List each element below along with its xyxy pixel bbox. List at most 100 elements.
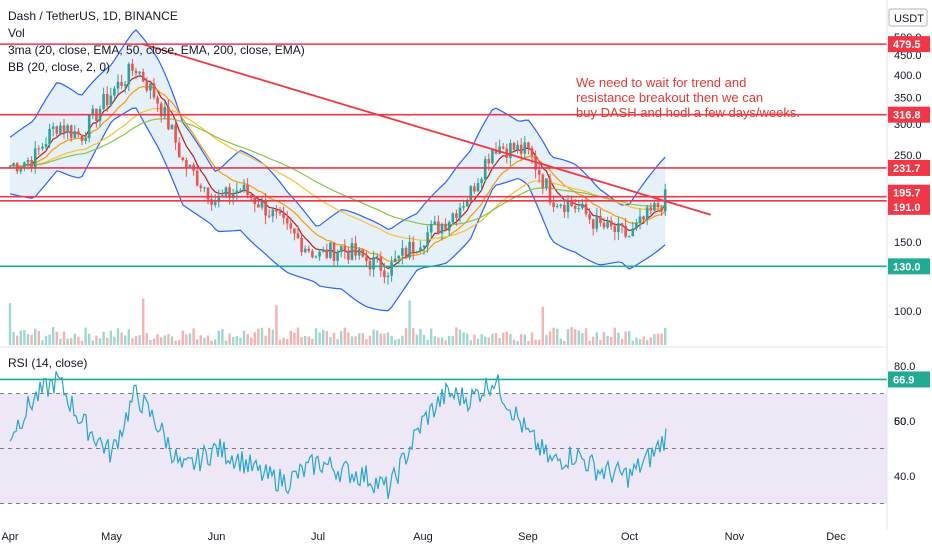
candle-body [170, 125, 174, 130]
volume-bar [491, 333, 494, 345]
candle-body [624, 225, 627, 237]
volume-bar [311, 338, 314, 345]
candle-body [541, 174, 545, 188]
candle-body [275, 209, 278, 212]
volume-bar [307, 336, 310, 345]
candle-body [325, 249, 329, 258]
volume-bar [62, 331, 66, 345]
time-tick-label: Apr [1, 531, 18, 543]
ema-long-line [9, 117, 666, 226]
volume-bar [437, 337, 440, 345]
candle-body [66, 125, 69, 133]
candle-body [271, 209, 275, 217]
candle-body [440, 223, 444, 234]
volume-bar [620, 338, 624, 345]
time-tick-label: Nov [725, 531, 745, 543]
volume-bar [142, 298, 145, 345]
candle-body [408, 241, 411, 258]
volume-bar [631, 340, 634, 345]
volume-bar [73, 333, 76, 345]
volume-bar [347, 332, 350, 345]
rsi-band-group [0, 393, 887, 504]
candle-body [188, 164, 192, 168]
candle-body [91, 108, 95, 115]
volume-bar [599, 340, 602, 345]
vol-legend[interactable]: Vol [8, 26, 25, 40]
candle-body [257, 204, 260, 208]
price-tick-label: 250.0 [894, 150, 922, 162]
volume-bar [253, 332, 256, 345]
candle-body [498, 146, 501, 154]
candle-body [455, 213, 458, 218]
volume-bar [246, 334, 249, 345]
candlestick-group [8, 58, 667, 285]
volume-bar [487, 337, 490, 345]
volume-bar [559, 338, 562, 345]
volume-bar [523, 334, 526, 345]
candle-body [429, 224, 433, 233]
candle-body [177, 142, 181, 158]
volume-bar [408, 300, 411, 345]
price-tag [888, 198, 930, 215]
rsi-tick-label: 40.0 [894, 471, 915, 483]
volume-bar [638, 339, 642, 345]
volume-bar [628, 331, 631, 345]
price-tick-label-partial: 50 [894, 416, 906, 428]
volume-bar [264, 335, 267, 345]
volume-bar [509, 334, 512, 345]
price-tag-label: 231.7 [893, 163, 921, 175]
candle-body [365, 256, 368, 261]
volume-bar [278, 339, 282, 345]
candle-body [224, 187, 228, 196]
candle-body [203, 187, 206, 189]
bb-legend[interactable]: BB (20, close, 2, 0) [8, 60, 111, 74]
candle-body [465, 200, 469, 207]
volume-bar [260, 327, 264, 345]
candle-body [87, 114, 91, 139]
candle-body [181, 157, 185, 161]
ma-legend[interactable]: 3ma (20, close, EMA, 50, close, EMA, 200… [8, 43, 305, 57]
candle-body [217, 196, 221, 202]
volume-bar [592, 336, 595, 345]
rsi-tick-label: 60.0 [894, 416, 915, 428]
candle-body [113, 88, 116, 96]
volume-bar [473, 334, 476, 345]
volume-bar [412, 328, 415, 345]
price-tag-label: 66.9 [893, 374, 914, 386]
candle-body [123, 84, 127, 86]
candle-body [653, 203, 656, 211]
candle-body [426, 232, 429, 246]
candle-body [23, 162, 26, 168]
candle-body [419, 247, 422, 252]
candle-body [591, 219, 595, 229]
volume-bar [88, 333, 91, 345]
price-tick-label: 400.0 [894, 70, 922, 82]
volume-bar [138, 335, 141, 345]
volume-bar [584, 328, 588, 345]
volume-bar [404, 328, 408, 345]
volume-bar [156, 334, 159, 345]
volume-bar [494, 333, 498, 345]
candle-body [548, 178, 552, 203]
candle-body [386, 275, 390, 278]
volume-bar [426, 339, 429, 345]
candle-body [149, 83, 152, 91]
candle-body [494, 150, 498, 154]
volume-bar [653, 334, 656, 345]
volume-bar [23, 330, 26, 345]
volume-bar [635, 337, 638, 345]
time-tick-label: Dec [826, 531, 846, 543]
volume-bar [149, 339, 152, 345]
volume-bar [145, 333, 148, 345]
bb-fill [10, 29, 666, 311]
candle-body [51, 126, 55, 129]
volume-bar [289, 330, 292, 345]
volume-bar [239, 337, 242, 345]
price-tag [888, 106, 930, 123]
volume-bar [300, 337, 303, 345]
rsi-legend[interactable]: RSI (14, close) [8, 356, 88, 370]
volume-bar [368, 335, 372, 345]
volume-bar [275, 305, 278, 345]
candle-body [437, 221, 440, 234]
